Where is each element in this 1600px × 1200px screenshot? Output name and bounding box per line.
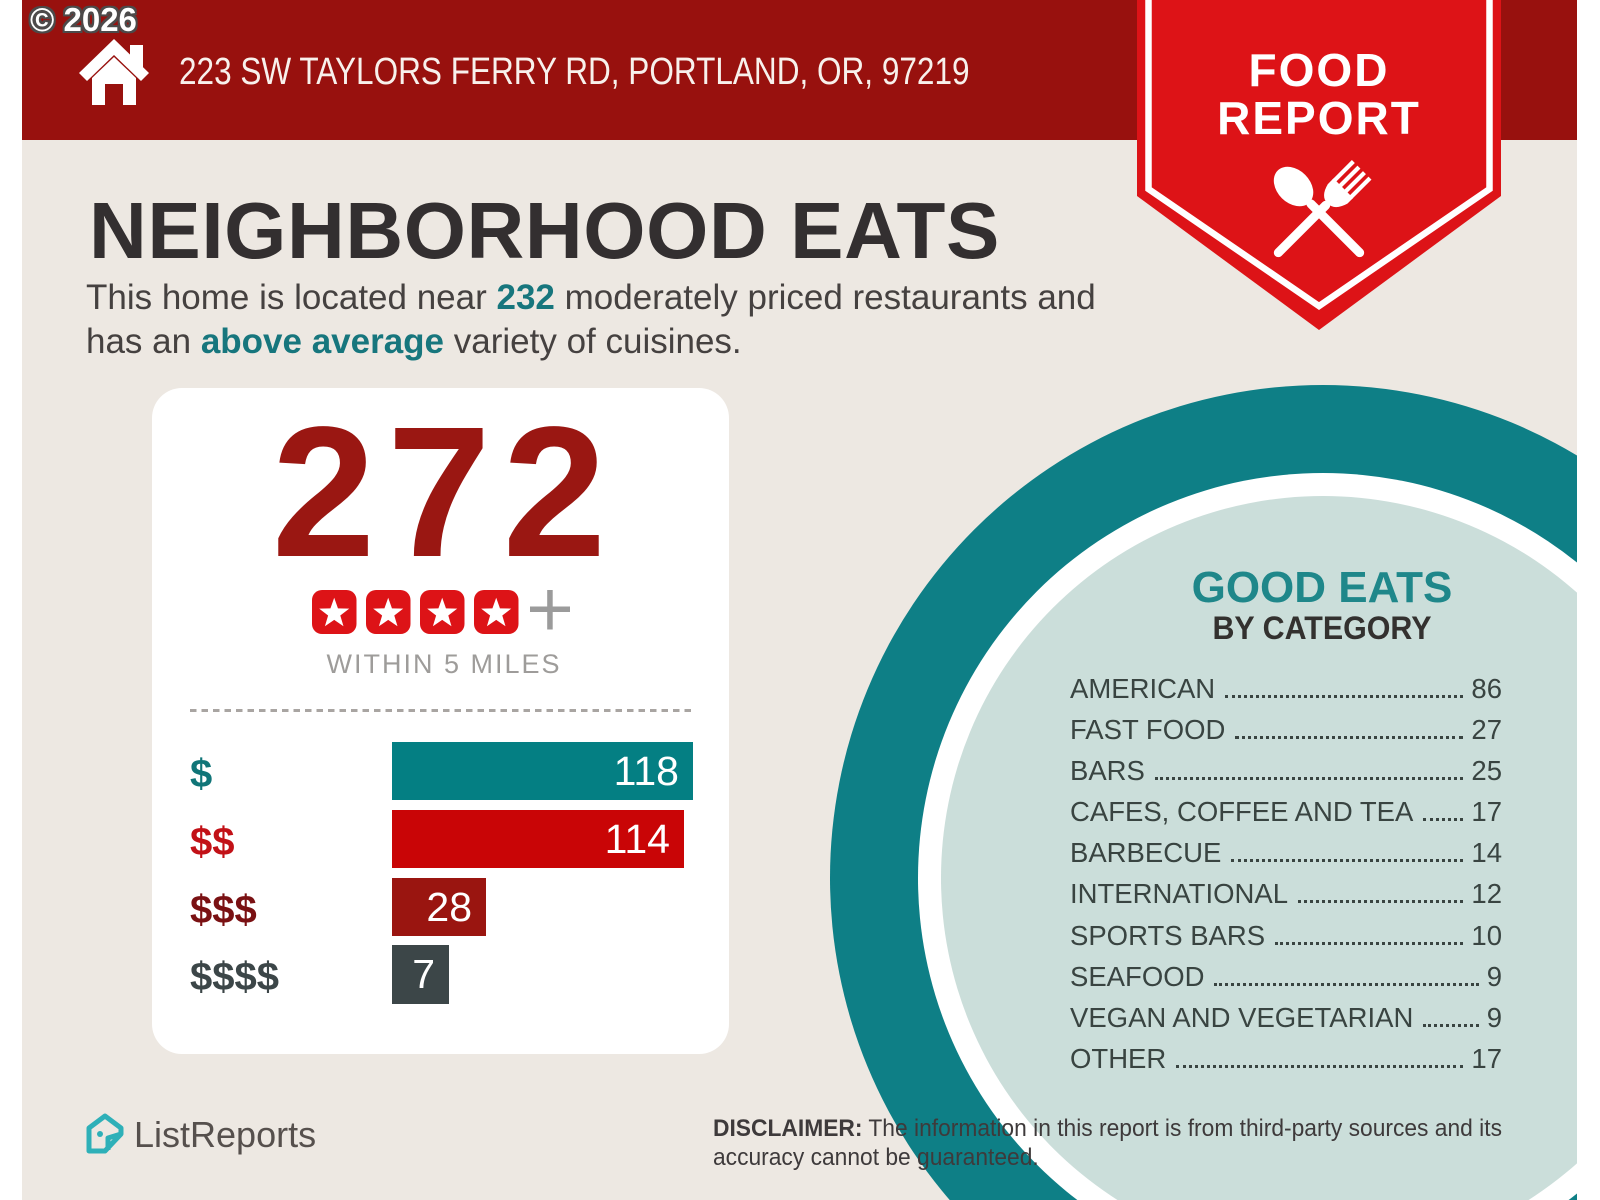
svg-text:REPORT: REPORT: [1217, 92, 1421, 144]
svg-text:FOOD: FOOD: [1249, 44, 1390, 96]
